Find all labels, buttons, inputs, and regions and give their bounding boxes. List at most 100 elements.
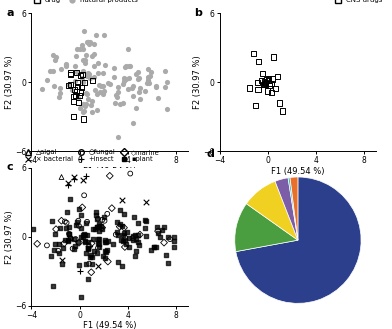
Point (80, 80, 86, 85)
Point (111, 65, 118, 71)
Point (51, 57, 58, 63)
Point (121, 225, 127, 230)
Point (151, 244, 157, 249)
Point (48, 253, 54, 259)
Point (268, 90, 274, 95)
Point (74, 219, 80, 224)
Point (264, 89, 270, 94)
Point (101, 215, 107, 220)
Point (68, 82, 74, 87)
Point (121, 75, 127, 80)
Point (78, 294, 84, 299)
Point (89, 255, 95, 260)
Point (171, 235, 177, 240)
Point (94, 263, 101, 268)
Point (163, 106, 170, 111)
Point (63, 62, 69, 67)
Point (44, 77, 50, 83)
Point (99, 225, 105, 230)
Point (119, 263, 125, 268)
Point (81, 232, 87, 237)
Point (99, 217, 105, 222)
Point (62, 237, 69, 242)
Legend: △algal, × bacterial, ○fungal, +insect, ◇marine, ▪plant: △algal, × bacterial, ○fungal, +insect, ◇… (19, 146, 163, 165)
Point (111, 74, 117, 80)
Point (115, 89, 121, 95)
Point (80, 68, 87, 73)
Point (137, 232, 143, 237)
Point (87, 75, 93, 80)
Point (64, 210, 70, 215)
Point (86, 261, 92, 266)
Text: a: a (6, 8, 14, 18)
Point (124, 229, 131, 234)
Point (77, 89, 83, 95)
Point (121, 78, 127, 83)
Point (97, 83, 103, 89)
Point (85, 39, 91, 44)
Point (96, 83, 102, 88)
Point (93, 216, 100, 222)
Point (78, 212, 85, 217)
Point (84, 91, 90, 96)
Point (71, 114, 77, 119)
Point (126, 63, 132, 69)
Point (72, 244, 78, 249)
Point (76, 223, 82, 228)
Point (146, 80, 152, 85)
Point (95, 245, 101, 251)
Point (261, 82, 267, 87)
Point (57, 226, 64, 231)
Point (90, 226, 96, 232)
Point (71, 177, 77, 182)
Text: b: b (194, 8, 202, 18)
Point (118, 238, 124, 243)
Point (94, 224, 100, 229)
Point (83, 101, 89, 107)
Point (66, 231, 72, 237)
Point (122, 235, 129, 240)
Point (143, 200, 149, 205)
Point (76, 269, 83, 274)
Point (70, 94, 76, 99)
Point (94, 224, 100, 230)
Point (136, 242, 142, 248)
Point (125, 47, 131, 52)
Point (85, 245, 91, 251)
Point (44, 243, 50, 248)
Point (148, 247, 154, 253)
Point (268, 81, 274, 86)
Point (50, 53, 56, 58)
Point (129, 85, 135, 90)
Point (66, 231, 72, 237)
Point (80, 108, 87, 114)
Point (272, 86, 278, 91)
Point (82, 239, 88, 244)
Point (127, 63, 133, 68)
Point (65, 237, 71, 242)
Point (80, 58, 86, 63)
Point (155, 95, 162, 101)
Point (64, 220, 70, 225)
Point (130, 83, 136, 89)
Point (84, 277, 91, 282)
Point (116, 208, 123, 213)
Point (58, 174, 65, 180)
Point (105, 239, 111, 244)
Point (120, 81, 126, 87)
Point (72, 87, 78, 92)
Point (91, 51, 98, 57)
Point (78, 235, 84, 240)
Point (161, 240, 167, 245)
Point (96, 228, 102, 234)
X-axis label: F1 (49.54 %): F1 (49.54 %) (271, 166, 325, 176)
Point (109, 206, 115, 211)
Wedge shape (288, 178, 298, 240)
Point (115, 259, 121, 265)
Point (102, 240, 108, 245)
Point (137, 85, 143, 90)
Point (85, 39, 91, 44)
Point (78, 225, 84, 231)
Point (130, 93, 136, 99)
Wedge shape (246, 181, 298, 240)
